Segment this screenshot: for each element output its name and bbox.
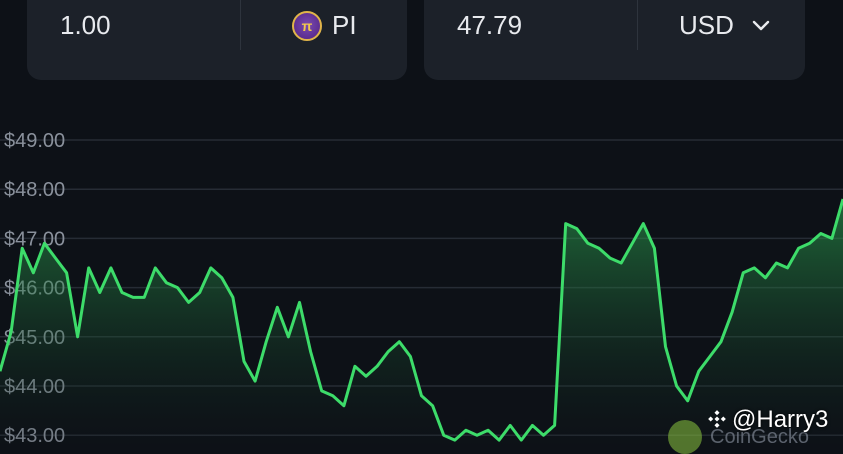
price-area-fill	[0, 199, 843, 447]
y-tick-label: $48.00	[4, 179, 65, 201]
currency-label: USD	[679, 10, 734, 40]
coingecko-logo-icon	[668, 420, 702, 454]
price-line	[0, 198, 843, 442]
chevron-down-icon	[752, 20, 770, 30]
to-divider	[637, 0, 638, 50]
from-token-selector[interactable]: π PI	[292, 10, 357, 41]
to-card: 47.79 USD	[424, 0, 805, 80]
to-amount-input[interactable]: 47.79	[457, 10, 523, 40]
from-divider	[240, 0, 241, 50]
author-watermark: @Harry3	[732, 406, 829, 433]
coingecko-watermark: CoinGecko	[710, 426, 809, 448]
currency-selector[interactable]: USD	[679, 10, 770, 41]
from-amount-input[interactable]: 1.00	[60, 10, 111, 40]
from-card: 1.00 π PI	[27, 0, 407, 80]
pi-coin-icon: π	[292, 10, 322, 41]
binance-diamond-icon	[708, 410, 726, 428]
y-tick-label: $49.00	[4, 130, 65, 152]
y-tick-label: $47.00	[4, 228, 65, 250]
from-token-label: PI	[332, 10, 357, 40]
